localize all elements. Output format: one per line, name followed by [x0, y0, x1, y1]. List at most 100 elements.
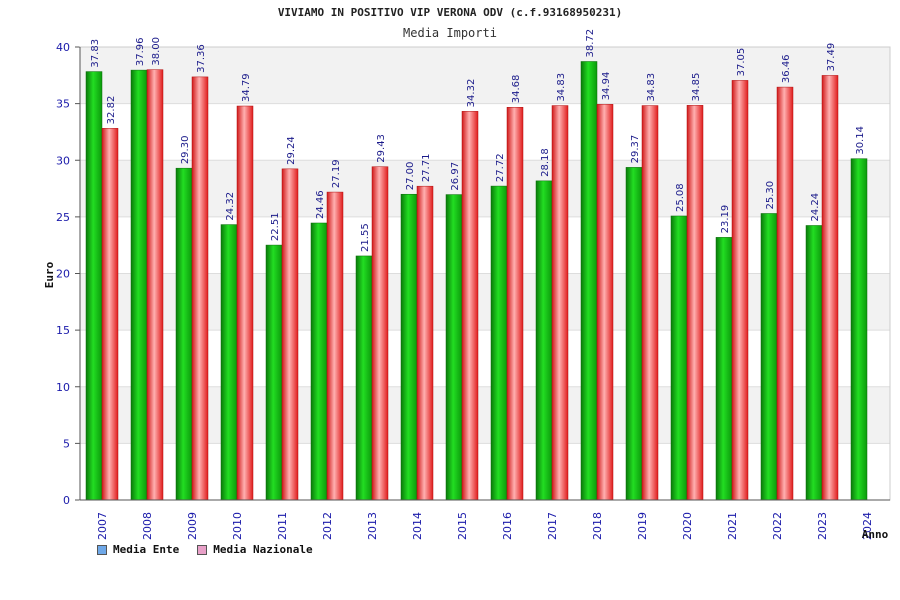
- bar-ente-2007: [85, 71, 103, 501]
- x-axis-label: Anno: [862, 528, 889, 541]
- legend-swatch-ente: [97, 544, 107, 555]
- x-tick-label: 2023: [816, 512, 829, 540]
- data-label: 27.00: [405, 162, 416, 191]
- data-label: 25.30: [765, 181, 776, 210]
- plot-band: [80, 330, 890, 387]
- data-label: 28.18: [540, 148, 551, 177]
- y-tick-label: 10: [56, 381, 70, 394]
- bar-nazionale-2011: [281, 168, 299, 501]
- data-label: 37.96: [135, 37, 146, 66]
- data-label: 34.83: [646, 73, 657, 102]
- x-tick-label: 2008: [141, 512, 154, 540]
- y-tick-label: 40: [56, 41, 70, 54]
- bar-ente-2014: [400, 193, 418, 501]
- data-label: 34.83: [556, 73, 567, 102]
- bar-ente-2015: [445, 194, 463, 501]
- bar-nazionale-2010: [236, 105, 254, 501]
- data-label: 26.97: [450, 162, 461, 191]
- data-label: 38.72: [585, 29, 596, 58]
- chart-subtitle: Media Importi: [403, 26, 497, 40]
- bar-nazionale-2017: [551, 105, 569, 501]
- gridlines: [80, 46, 890, 501]
- axes: 0 5 10 15 20 25 30 35 40 2007 2008 2009 2010 2011 2012…: [56, 41, 891, 540]
- data-label: 29.24: [286, 136, 297, 165]
- data-label: 34.79: [241, 73, 252, 102]
- x-tick-label: 2020: [681, 512, 694, 540]
- bar-nazionale-2008: [146, 69, 164, 501]
- bar-ente-2012: [310, 222, 328, 501]
- y-tick-label: 25: [56, 211, 70, 224]
- bar-nazionale-2007: [101, 128, 119, 501]
- bar-ente-2017: [535, 180, 553, 501]
- x-tick-label: 2011: [276, 512, 289, 540]
- x-tick-label: 2022: [771, 512, 784, 540]
- bar-nazionale-2015: [461, 111, 479, 501]
- x-tick-label: 2017: [546, 512, 559, 540]
- bar-nazionale-2019: [641, 105, 659, 501]
- bars: [85, 61, 868, 501]
- data-label: 34.85: [691, 73, 702, 102]
- legend-item-nazionale: Media Nazionale: [197, 543, 313, 556]
- x-tick-label: 2012: [321, 512, 334, 540]
- data-label: 21.55: [360, 223, 371, 252]
- bar-nazionale-2020: [686, 105, 704, 501]
- data-label: 24.46: [315, 190, 326, 219]
- bar-ente-2021: [715, 237, 733, 501]
- bar-nazionale-2009: [191, 76, 209, 501]
- bar-nazionale-2022: [776, 86, 794, 501]
- bar-ente-2010: [220, 224, 238, 501]
- data-label: 23.19: [720, 205, 731, 234]
- bar-ente-2008: [130, 69, 148, 501]
- plot-band: [80, 443, 890, 500]
- x-tick-label: 2014: [411, 512, 424, 540]
- plot-band: [80, 160, 890, 217]
- data-label: 37.49: [826, 43, 837, 72]
- bar-nazionale-2014: [416, 185, 434, 501]
- plot-band: [80, 273, 890, 331]
- x-tick-label: 2024: [861, 512, 874, 540]
- x-tick-label: 2013: [366, 512, 379, 540]
- bar-nazionale-2012: [326, 191, 344, 501]
- plot-band: [80, 386, 890, 444]
- plot-band: [80, 103, 890, 161]
- bar-ente-2009: [175, 167, 193, 501]
- plot-background: [80, 47, 890, 500]
- bar-ente-2022: [760, 213, 778, 501]
- data-label: 24.32: [225, 192, 236, 221]
- x-tick-label: 2015: [456, 512, 469, 540]
- y-tick-label: 30: [56, 154, 70, 167]
- bar-ente-2013: [355, 255, 373, 501]
- data-label: 34.32: [466, 79, 477, 108]
- data-label: 27.19: [331, 159, 342, 188]
- data-label: 27.71: [421, 154, 432, 183]
- x-tick-label: 2021: [726, 512, 739, 540]
- data-label: 34.94: [601, 72, 612, 101]
- data-label: 37.05: [736, 48, 747, 77]
- data-label: 32.82: [106, 96, 117, 125]
- bar-ente-2011: [265, 244, 283, 501]
- y-tick-label: 5: [63, 437, 70, 450]
- bar-ente-2024: [850, 158, 868, 501]
- data-label: 38.00: [151, 37, 162, 66]
- y-axis-label: Euro: [43, 261, 56, 288]
- data-label: 36.46: [781, 54, 792, 83]
- bar-nazionale-2013: [371, 166, 389, 501]
- data-label: 30.14: [855, 126, 866, 155]
- bar-ente-2019: [625, 167, 643, 501]
- y-tick-label: 35: [56, 98, 70, 111]
- y-tick-label: 20: [56, 268, 70, 281]
- chart-title: VIVIAMO IN POSITIVO VIP VERONA ODV (c.f.…: [277, 6, 623, 19]
- bar-nazionale-2018: [596, 104, 614, 501]
- data-label: 22.51: [270, 212, 281, 241]
- bar-ente-2018: [580, 61, 598, 501]
- data-label: 25.08: [675, 183, 686, 212]
- y-tick-label: 15: [56, 324, 70, 337]
- data-label: 34.68: [511, 75, 522, 104]
- y-tick-label: 0: [63, 494, 70, 507]
- data-label: 37.36: [196, 44, 207, 73]
- bar-ente-2023: [805, 225, 823, 501]
- legend: Media Ente Media Nazionale: [97, 543, 313, 556]
- bar-nazionale-2021: [731, 80, 749, 501]
- plot-band: [80, 47, 890, 104]
